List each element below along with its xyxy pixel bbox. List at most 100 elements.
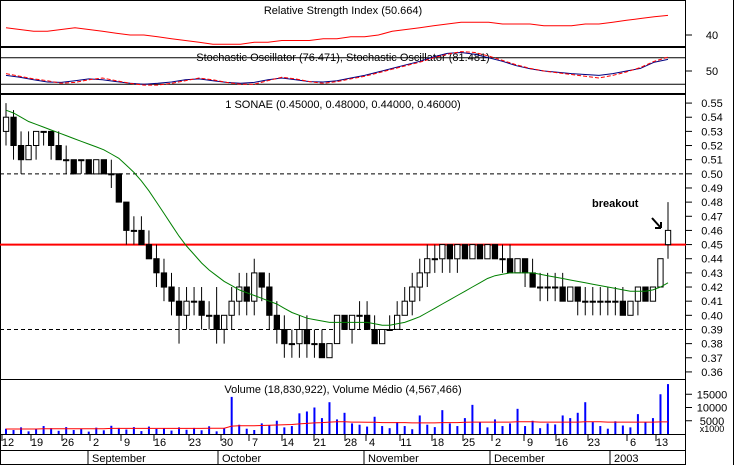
candle-down bbox=[318, 343, 326, 359]
candle-up bbox=[612, 300, 619, 303]
candle-down bbox=[145, 244, 153, 260]
candle-up bbox=[333, 314, 341, 345]
price-tick-label: 0.50 bbox=[701, 169, 722, 181]
candle-up bbox=[499, 258, 506, 261]
candle-up bbox=[582, 300, 589, 303]
candle-down bbox=[115, 173, 122, 203]
price-title: 1 SONAE (0.45000, 0.48000, 0.44000, 0.46… bbox=[225, 99, 460, 111]
volume-tick-label: 15000 bbox=[697, 389, 728, 401]
volume-average-line bbox=[6, 421, 668, 430]
candle-up bbox=[439, 244, 446, 260]
candle-up bbox=[657, 258, 664, 288]
rsi-tick-label: 40 bbox=[706, 30, 718, 42]
price-tick-label: 0.36 bbox=[701, 367, 722, 379]
candle-up bbox=[221, 314, 228, 330]
candle-down bbox=[529, 272, 536, 288]
candle-up bbox=[431, 258, 439, 261]
price-panel bbox=[0, 94, 686, 380]
candle-down bbox=[175, 300, 183, 316]
candle-up bbox=[567, 286, 574, 302]
date-day-label: 6 bbox=[630, 437, 636, 449]
candle-up bbox=[78, 159, 85, 162]
candle-down bbox=[100, 159, 107, 175]
volume-tick-label: 10000 bbox=[697, 403, 728, 415]
date-month-label: November bbox=[368, 453, 419, 465]
candle-down bbox=[476, 244, 484, 260]
candle-up bbox=[514, 258, 521, 274]
date-day-label: 28 bbox=[345, 437, 357, 449]
date-day-label: 9 bbox=[124, 437, 130, 449]
candle-up bbox=[33, 130, 40, 146]
candle-down bbox=[642, 286, 649, 302]
price-tick-label: 0.46 bbox=[701, 225, 722, 237]
candle-down bbox=[371, 329, 378, 345]
candle-up bbox=[484, 244, 491, 260]
price-tick-label: 0.45 bbox=[701, 240, 722, 252]
candle-down bbox=[574, 286, 581, 302]
date-day-label: 13 bbox=[656, 437, 668, 449]
candle-up bbox=[627, 300, 634, 316]
candle-down bbox=[506, 258, 514, 274]
price-tick-label: 0.48 bbox=[701, 197, 722, 209]
candle-down bbox=[619, 300, 627, 316]
candle-down bbox=[168, 286, 175, 302]
candle-up bbox=[409, 286, 416, 302]
date-day-label: 23 bbox=[189, 437, 201, 449]
date-day-label: 25 bbox=[463, 437, 475, 449]
candle-up bbox=[206, 314, 213, 317]
candle-up bbox=[108, 173, 115, 176]
candle-up bbox=[634, 286, 642, 302]
candle-up bbox=[664, 229, 672, 246]
candle-down bbox=[70, 159, 77, 175]
breakout-annotation: breakout bbox=[592, 198, 639, 210]
candle-down bbox=[559, 286, 566, 302]
price-tick-label: 0.43 bbox=[701, 268, 722, 280]
candle-up bbox=[386, 329, 393, 331]
candle-up bbox=[288, 343, 296, 346]
price-tick-label: 0.42 bbox=[701, 282, 722, 294]
candle-up bbox=[604, 300, 612, 303]
date-month-label: December bbox=[494, 453, 545, 465]
candle-up bbox=[649, 286, 657, 302]
candle-down bbox=[55, 145, 62, 161]
price-tick-label: 0.41 bbox=[701, 296, 722, 308]
candle-down bbox=[446, 244, 454, 260]
date-day-label: 14 bbox=[282, 437, 294, 449]
candle-up bbox=[190, 300, 198, 303]
candle-up bbox=[537, 286, 544, 289]
candle-up bbox=[379, 329, 386, 345]
candle-up bbox=[401, 300, 408, 316]
date-month-label: September bbox=[92, 453, 146, 465]
candle-up bbox=[130, 229, 138, 232]
date-month-label: 2003 bbox=[614, 453, 638, 465]
candle-down bbox=[138, 229, 145, 246]
candle-up bbox=[183, 300, 190, 316]
candle-down bbox=[461, 244, 469, 260]
candle-down bbox=[10, 116, 17, 146]
candle-up bbox=[93, 159, 100, 175]
volume-tick-label: 5000 bbox=[700, 416, 724, 428]
stochastic-line bbox=[5, 51, 669, 86]
price-tick-label: 0.55 bbox=[701, 98, 722, 110]
date-day-label: 19 bbox=[31, 437, 43, 449]
price-tick-label: 0.40 bbox=[701, 310, 722, 322]
price-tick-label: 0.38 bbox=[701, 339, 722, 351]
candle-up bbox=[25, 145, 32, 161]
candle-down bbox=[243, 286, 250, 302]
candle-up bbox=[544, 286, 551, 289]
date-day-label: 2 bbox=[495, 437, 501, 449]
candle-up bbox=[416, 272, 423, 288]
candle-down bbox=[48, 130, 55, 146]
volume-title: Volume (18,830,922), Volume Médio (4,567… bbox=[224, 384, 461, 396]
candle-up bbox=[40, 130, 47, 133]
rsi-panel bbox=[0, 0, 686, 47]
date-day-label: 21 bbox=[314, 437, 326, 449]
price-tick-label: 0.49 bbox=[701, 183, 722, 195]
candle-up bbox=[326, 343, 333, 359]
candle-up bbox=[2, 116, 10, 132]
candle-down bbox=[281, 329, 288, 345]
candle-up bbox=[589, 300, 596, 303]
stochastic-panel bbox=[0, 47, 686, 94]
date-day-label: 4 bbox=[369, 437, 375, 449]
price-tick-label: 0.37 bbox=[701, 353, 722, 365]
